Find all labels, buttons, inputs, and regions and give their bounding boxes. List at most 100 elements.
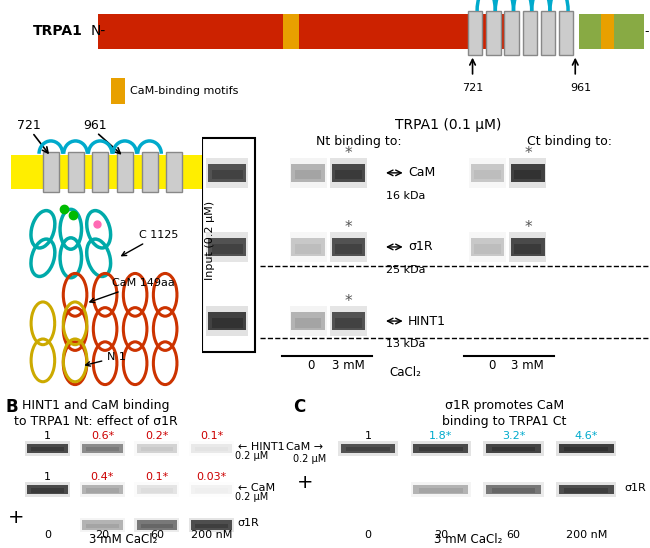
Text: 3 mM: 3 mM (511, 359, 544, 372)
Text: 20: 20 (96, 529, 109, 540)
Bar (504, 11, 519, 55)
Bar (474, 244, 501, 254)
Text: 721: 721 (17, 119, 41, 132)
Text: 200 nM: 200 nM (191, 529, 232, 540)
Bar (469, 232, 506, 262)
Bar (208, 312, 246, 330)
Bar (330, 158, 367, 188)
Text: CaM-binding motifs: CaM-binding motifs (130, 86, 239, 96)
Bar (294, 170, 322, 180)
Bar (135, 518, 179, 532)
Bar (111, 78, 125, 104)
Bar (335, 170, 362, 180)
Bar (346, 447, 390, 452)
Bar (195, 523, 228, 528)
Text: 0: 0 (365, 529, 371, 540)
Bar (330, 232, 367, 262)
Bar (471, 164, 504, 182)
Bar (474, 170, 501, 180)
Text: to TRPA1 Nt: effect of σ1R: to TRPA1 Nt: effect of σ1R (14, 414, 177, 427)
Text: HINT1: HINT1 (408, 315, 446, 328)
Text: Input (0.2 μM): Input (0.2 μM) (205, 201, 215, 280)
Text: HINT1 and CaM binding: HINT1 and CaM binding (22, 399, 169, 412)
Text: 25 kDa: 25 kDa (386, 265, 425, 275)
Bar (559, 11, 573, 55)
Bar (289, 232, 326, 262)
Bar (166, 152, 182, 192)
Bar (191, 485, 232, 494)
Text: 992-1011: 992-1011 (583, 0, 632, 1)
Bar (206, 306, 248, 336)
Text: 0.2 μM: 0.2 μM (235, 492, 268, 503)
Text: 3.2*: 3.2* (502, 431, 525, 441)
Text: 16 kDa: 16 kDa (386, 191, 425, 201)
Text: *: * (524, 146, 532, 161)
Bar (523, 11, 537, 55)
Bar (212, 170, 242, 180)
Bar (291, 312, 325, 330)
Text: 1.8*: 1.8* (429, 431, 452, 441)
Text: 0: 0 (44, 529, 51, 540)
Text: 1: 1 (44, 431, 51, 441)
Bar (556, 441, 616, 455)
Text: 961: 961 (570, 83, 591, 93)
Bar (80, 518, 125, 532)
Text: N 1: N 1 (86, 352, 126, 366)
Bar (135, 441, 179, 455)
Bar (294, 244, 322, 254)
Bar (82, 521, 123, 529)
Text: 721: 721 (462, 83, 483, 93)
Text: 60: 60 (150, 529, 164, 540)
Bar (289, 158, 326, 188)
Text: 1: 1 (44, 472, 51, 482)
Bar (413, 485, 468, 494)
Bar (413, 444, 468, 453)
Bar (142, 152, 158, 192)
Text: 0: 0 (307, 359, 315, 372)
Bar (136, 444, 177, 453)
Bar (335, 244, 362, 254)
Text: σ1R promotes CaM: σ1R promotes CaM (445, 399, 564, 412)
Text: TRPA1: TRPA1 (32, 24, 83, 38)
Text: ← HINT1: ← HINT1 (237, 442, 284, 452)
Text: 0.03*: 0.03* (196, 472, 227, 482)
Bar (212, 318, 242, 328)
Text: 0.1*: 0.1* (146, 472, 168, 482)
Bar (208, 164, 246, 182)
Bar (332, 238, 365, 256)
Bar (31, 447, 64, 452)
Bar (511, 164, 545, 182)
Bar (68, 152, 84, 192)
Bar (206, 232, 248, 262)
Bar (206, 158, 248, 188)
Bar (98, 14, 520, 49)
Bar (195, 488, 228, 493)
Text: *: * (344, 220, 352, 235)
Bar (208, 238, 246, 256)
Bar (491, 488, 536, 493)
Bar (43, 152, 59, 192)
Text: σ1R: σ1R (625, 483, 646, 493)
Text: 200 nM: 200 nM (566, 529, 607, 540)
Bar (469, 158, 506, 188)
Bar (468, 11, 482, 55)
Text: 0.4*: 0.4* (91, 472, 114, 482)
Bar (484, 441, 543, 455)
Bar (27, 485, 68, 494)
Bar (117, 152, 133, 192)
Text: 3 mM CaCl₂: 3 mM CaCl₂ (88, 533, 157, 546)
Bar (195, 447, 228, 452)
Text: ← CaM: ← CaM (237, 483, 275, 493)
Text: 4.6*: 4.6* (575, 431, 598, 441)
Bar (82, 444, 123, 453)
Bar (541, 11, 555, 55)
Text: *: * (344, 146, 352, 161)
Bar (86, 447, 119, 452)
Text: σ1R: σ1R (408, 241, 432, 254)
Bar (564, 447, 608, 452)
Bar (486, 11, 500, 55)
Bar (578, 14, 644, 49)
Bar (484, 482, 543, 497)
Bar (564, 488, 608, 493)
Text: 13 kDa: 13 kDa (386, 339, 425, 349)
